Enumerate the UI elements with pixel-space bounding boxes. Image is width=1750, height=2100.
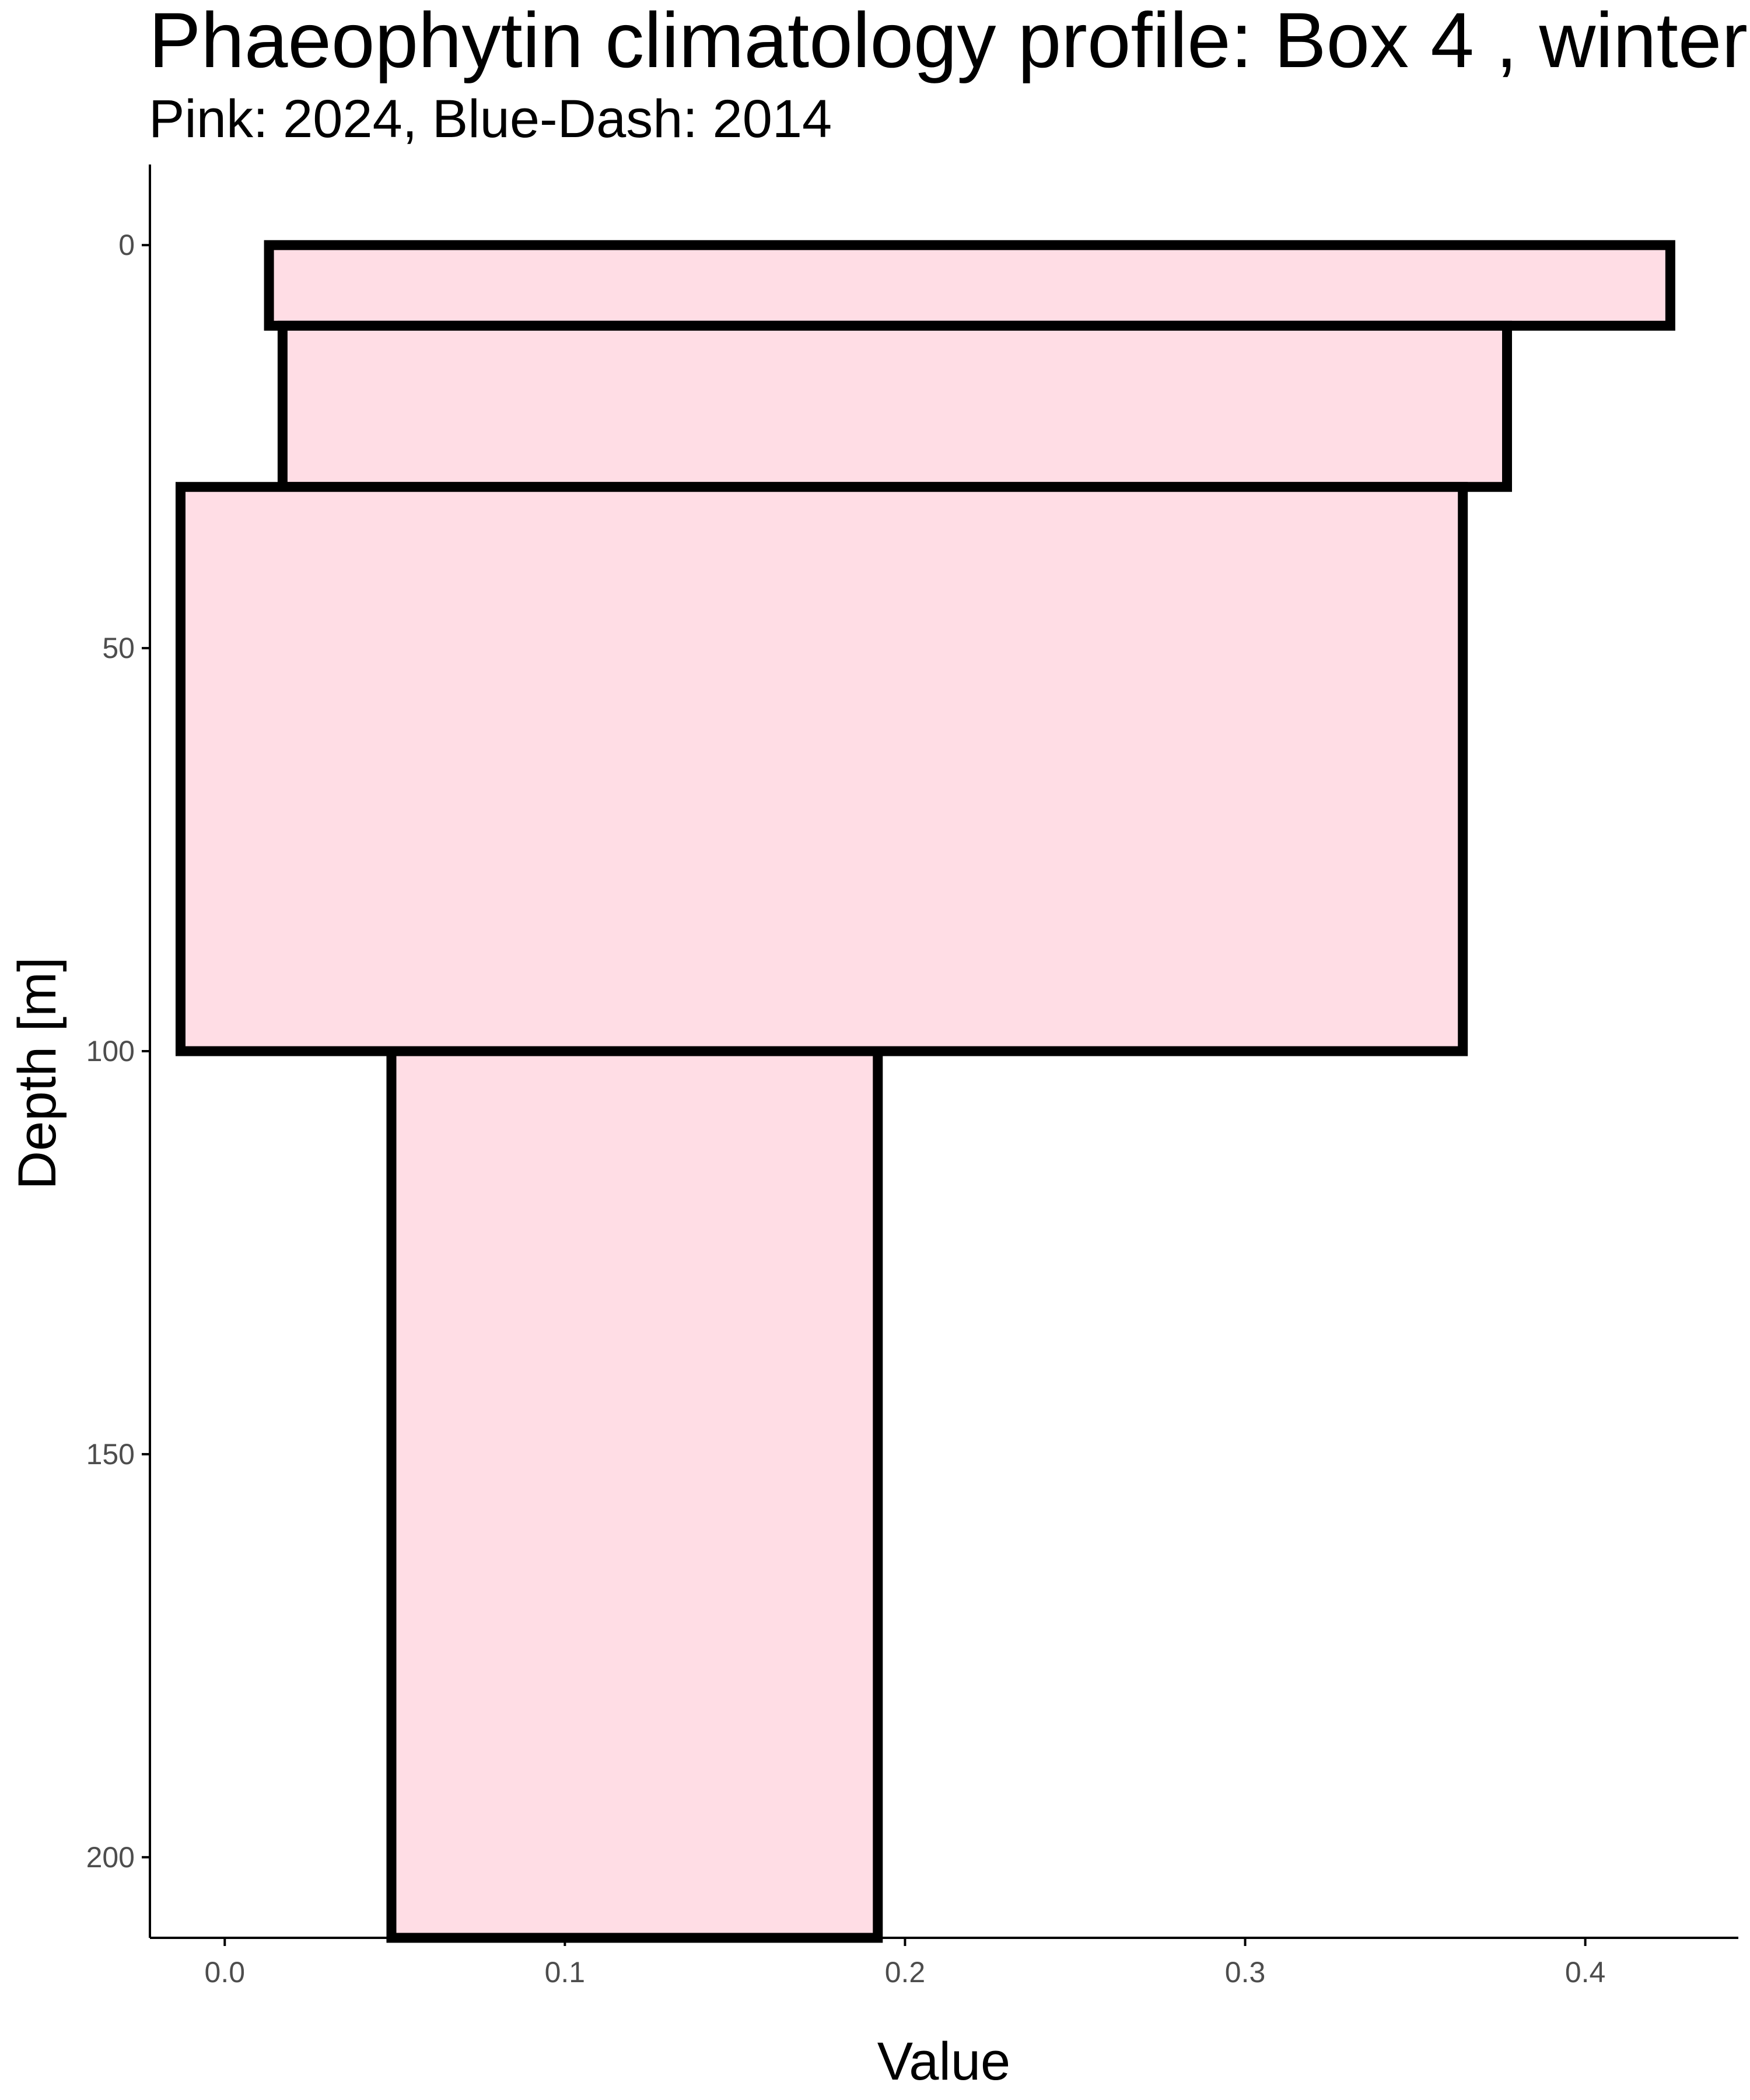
- y-axis-title: Depth [m]: [8, 957, 67, 1190]
- y-tick-label: 0: [118, 229, 135, 261]
- profile-bars: [175, 240, 1675, 1943]
- x-tick-label: 0.1: [545, 1956, 586, 1989]
- y-tick-label: 150: [86, 1438, 135, 1471]
- y-tick-label: 200: [86, 1841, 135, 1874]
- x-tick-label: 0.4: [1565, 1956, 1606, 1989]
- chart-subtitle: Pink: 2024, Blue-Dash: 2014: [149, 89, 832, 149]
- x-tick-label: 0.3: [1225, 1956, 1266, 1989]
- chart-title: Phaeophytin climatology profile: Box 4 ,…: [149, 0, 1748, 84]
- y-tick-label: 50: [102, 632, 135, 664]
- profile-bar-1: [264, 240, 1675, 331]
- x-tick-label: 0.0: [205, 1956, 246, 1989]
- profile-bar-3: [175, 482, 1468, 1056]
- x-tick-label: 0.2: [885, 1956, 926, 1989]
- x-axis-ticks: 0.0 0.1 0.2 0.3 0.4: [205, 1938, 1606, 1989]
- profile-bar-2: [277, 320, 1513, 492]
- y-tick-label: 100: [86, 1035, 135, 1068]
- y-axis-ticks: 0 50 100 150 200: [86, 229, 150, 1874]
- x-axis-title: Value: [877, 2032, 1010, 2091]
- profile-bar-4: [386, 1046, 883, 1943]
